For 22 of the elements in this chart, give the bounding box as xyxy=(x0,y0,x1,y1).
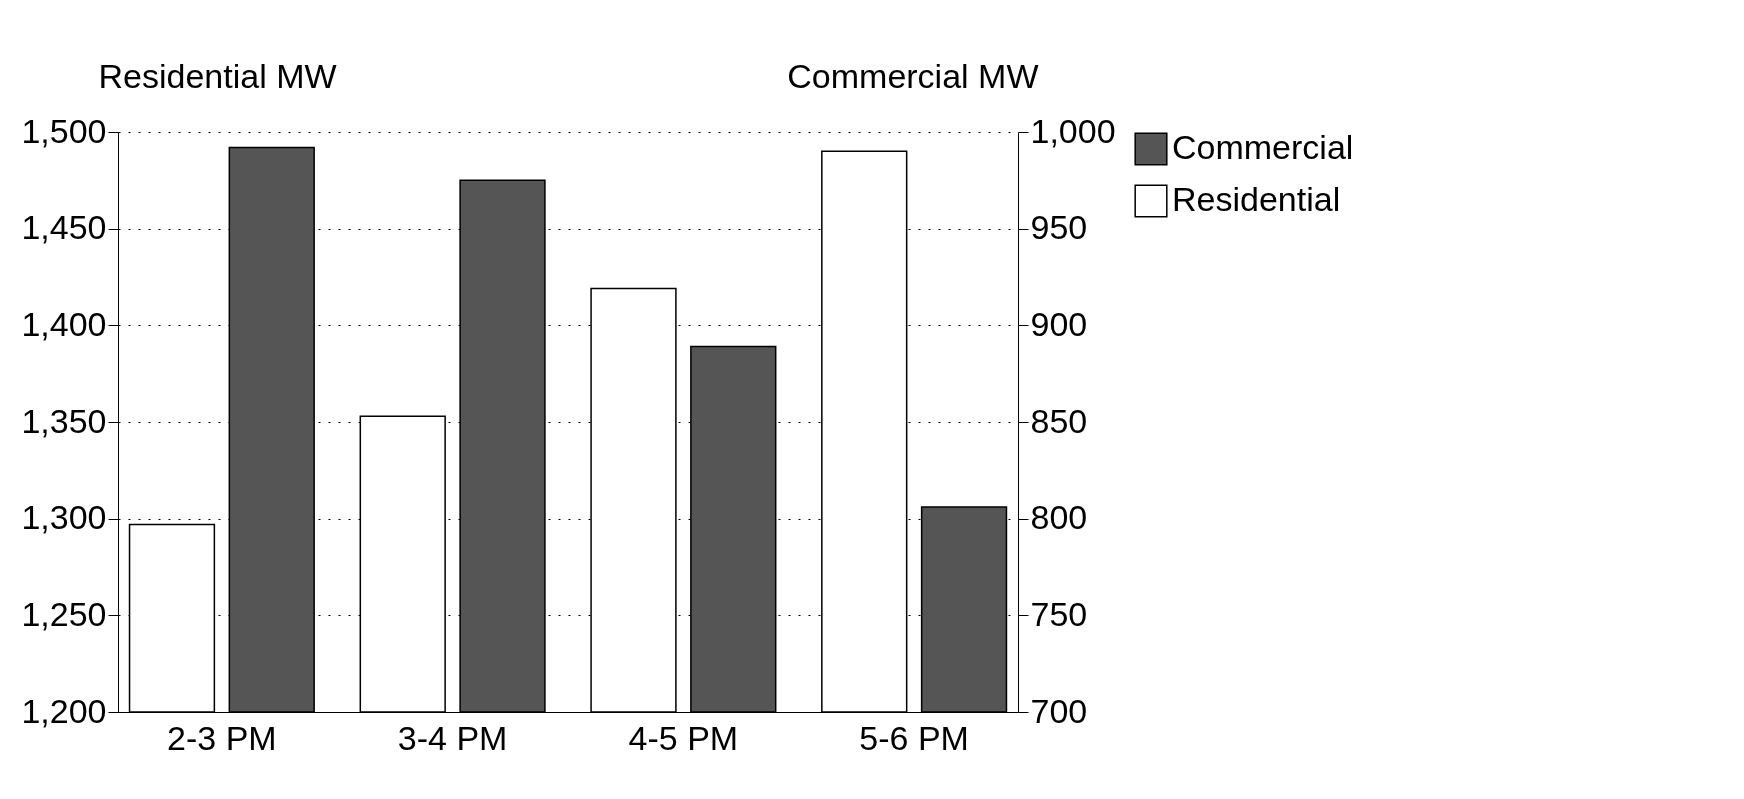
y-tick-label: 1,200 xyxy=(21,691,107,730)
legend-label: Residential xyxy=(1172,180,1341,218)
x-tick-label: 5-6 PM xyxy=(859,718,969,757)
y-tick-label: 1,300 xyxy=(21,498,107,537)
y-tick-label: 1,500 xyxy=(21,111,107,150)
y2-tick-label: 950 xyxy=(1030,208,1088,247)
y2-tick-label: 750 xyxy=(1030,594,1088,633)
y-tick-label: 1,350 xyxy=(21,401,107,440)
x-tick-label: 3-4 PM xyxy=(397,718,508,757)
y2-tick-label: 1,000 xyxy=(1030,111,1116,150)
y-tick-label: 1,450 xyxy=(21,208,107,247)
y2-axis-title: Commercial MW xyxy=(787,56,1039,95)
y-tick-label: 1,400 xyxy=(21,304,107,343)
legend-label: Commercial xyxy=(1172,128,1354,166)
y2-tick-label: 900 xyxy=(1030,304,1088,343)
y2-tick-label: 800 xyxy=(1030,498,1088,537)
y2-tick-label: 700 xyxy=(1030,691,1088,730)
y-tick-label: 1,250 xyxy=(21,594,107,633)
y-axis-title: Residential MW xyxy=(98,56,337,95)
x-tick-label: 2-3 PM xyxy=(167,718,277,757)
x-tick-label: 4-5 PM xyxy=(628,718,739,757)
y2-tick-label: 850 xyxy=(1030,401,1088,440)
